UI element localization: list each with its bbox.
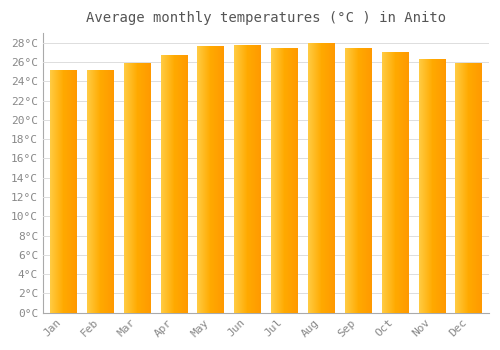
Title: Average monthly temperatures (°C ) in Anito: Average monthly temperatures (°C ) in An… <box>86 11 446 25</box>
